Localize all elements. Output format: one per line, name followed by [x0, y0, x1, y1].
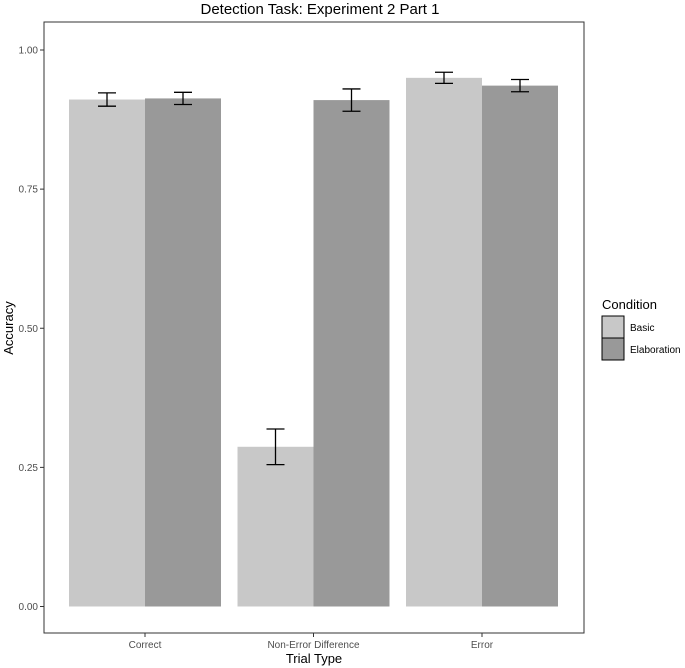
error-bar-basic-1	[98, 92, 116, 107]
bar-elaboration-2	[313, 100, 390, 607]
chart-title: Detection Task: Experiment 2 Part 1	[200, 1, 439, 18]
legend-key-basic	[601, 315, 625, 339]
x-axis-title: Trial Type	[286, 651, 342, 666]
y-tick-label-1: 0.00	[19, 602, 39, 613]
bar-basic-2	[237, 446, 314, 607]
bars-group	[69, 77, 558, 607]
legend-items: Basic Elaboration	[601, 315, 681, 361]
bar-elaboration-1	[145, 98, 221, 607]
legend: Condition Basic Elaboration	[601, 297, 681, 361]
x-tick-label-2: Non-Error Difference	[267, 640, 360, 651]
x-tick-label-3: Error	[471, 640, 494, 651]
legend-key-elaboration	[601, 337, 625, 361]
y-tick-label-3: 0.50	[19, 324, 39, 335]
bar-elaboration-3	[482, 85, 558, 607]
bar-basic-3	[406, 77, 482, 607]
bar-basic-1	[69, 99, 145, 607]
error-bar-elaboration-3	[511, 78, 529, 93]
x-tick-label-1: Correct	[129, 640, 162, 651]
x-axis: Correct Non-Error Difference Error	[129, 633, 494, 651]
y-tick-label-4: 0.75	[19, 185, 39, 196]
error-bar-basic-2	[266, 428, 285, 466]
legend-label-basic: Basic	[630, 323, 654, 334]
y-tick-label-2: 0.25	[19, 463, 39, 474]
legend-label-elaboration: Elaboration	[630, 345, 681, 356]
error-bar-elaboration-1	[174, 91, 192, 106]
error-bars-group	[98, 71, 529, 466]
error-bar-elaboration-2	[342, 88, 361, 112]
y-axis: 0.00 0.25 0.50 0.75 1.00	[19, 46, 44, 613]
y-tick-label-5: 1.00	[19, 46, 39, 57]
y-axis-title: Accuracy	[1, 301, 16, 355]
legend-title: Condition	[602, 297, 657, 312]
error-bar-basic-3	[435, 71, 453, 85]
plot-area: 0.00 0.25 0.50 0.75 1.00 Correct Non-Error Di…	[19, 21, 585, 651]
